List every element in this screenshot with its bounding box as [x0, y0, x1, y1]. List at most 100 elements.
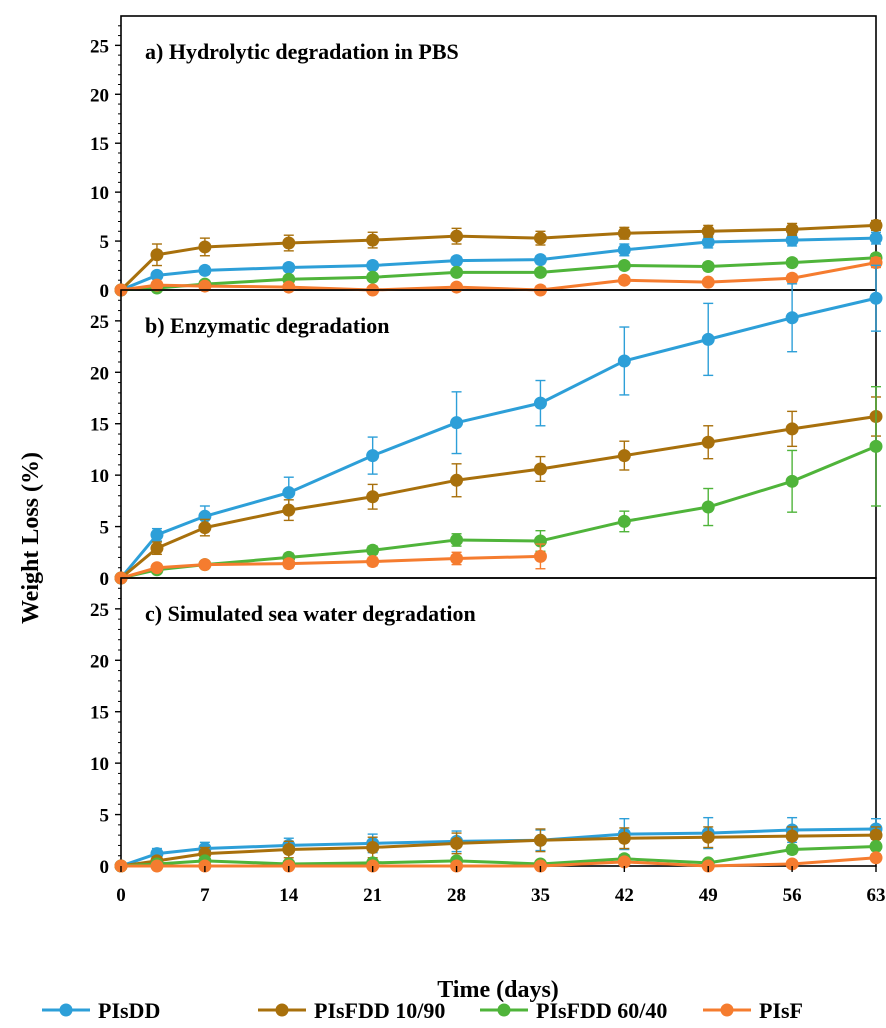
data-point	[617, 243, 631, 257]
x-axis: 0 7 14 21 28 35 42 49 56 63	[116, 866, 886, 906]
series-line	[119, 296, 877, 579]
x-tick-label: 63	[867, 885, 886, 906]
data-point	[150, 561, 164, 575]
legend-marker	[497, 1003, 511, 1017]
data-point	[701, 275, 715, 289]
panel-title: a) Hydrolytic degradation in PBS	[145, 39, 459, 64]
data-point	[282, 843, 296, 857]
y-tick-label: 25	[90, 600, 109, 621]
data-point	[785, 422, 799, 436]
data-point	[617, 273, 631, 287]
data-point	[869, 439, 883, 453]
series-pisfdd-60-40	[114, 839, 883, 873]
data-point	[617, 226, 631, 240]
data-point	[785, 222, 799, 236]
data-point	[701, 235, 715, 249]
data-point	[150, 248, 164, 262]
data-point	[198, 558, 212, 572]
y-tick-label: 0	[100, 857, 110, 878]
data-point	[533, 833, 547, 847]
legend-item: PIsFDD 60/40	[480, 998, 667, 1023]
data-point	[450, 280, 464, 294]
data-point	[366, 449, 380, 463]
data-point	[533, 549, 547, 563]
data-point	[366, 259, 380, 273]
x-axis-title: Time (days)	[437, 977, 559, 1003]
data-point	[617, 259, 631, 273]
series-pisf	[114, 543, 547, 585]
data-point	[701, 260, 715, 274]
legend-item: PIsDD	[42, 998, 160, 1023]
panel-3: c) Simulated sea water degradation 0 5 10 15…	[90, 577, 883, 878]
legend-item: PIsF	[703, 998, 803, 1023]
y-tick-label: 25	[90, 312, 109, 333]
data-point	[450, 836, 464, 850]
data-point	[282, 280, 296, 294]
data-point	[450, 551, 464, 565]
y-tick-label: 20	[90, 651, 109, 672]
x-tick-label: 35	[531, 885, 550, 906]
legend-label: PIsFDD 10/90	[314, 998, 445, 1023]
data-point	[450, 265, 464, 279]
data-point	[198, 263, 212, 277]
data-point	[366, 543, 380, 557]
data-point	[533, 253, 547, 267]
y-tick-label: 10	[90, 183, 109, 204]
data-point	[533, 265, 547, 279]
data-point	[701, 332, 715, 346]
data-point	[533, 462, 547, 476]
series-pisdd	[114, 264, 883, 585]
y-tick-label: 5	[100, 806, 110, 827]
y-tick-label: 25	[90, 36, 109, 57]
chart-legend: PIsDD PIsFDD 10/90 PIsFDD 60/40 PIsF	[42, 998, 803, 1023]
data-point	[869, 851, 883, 865]
data-point	[701, 830, 715, 844]
data-point	[150, 528, 164, 542]
legend-label: PIsDD	[98, 998, 160, 1023]
data-point	[282, 557, 296, 571]
data-point	[366, 270, 380, 284]
panel-title: c) Simulated sea water degradation	[145, 601, 476, 626]
data-point	[282, 236, 296, 250]
x-tick-label: 49	[699, 885, 718, 906]
data-point	[701, 500, 715, 514]
data-point	[366, 233, 380, 247]
data-point	[450, 533, 464, 547]
y-tick-label: 0	[100, 569, 110, 590]
series-line	[120, 415, 877, 580]
series-pisfdd-60-40	[114, 385, 883, 585]
data-point	[785, 256, 799, 270]
x-tick-label: 0	[116, 885, 126, 906]
y-tick-label: 5	[100, 518, 110, 539]
data-point	[450, 229, 464, 243]
data-point	[198, 240, 212, 254]
data-point	[869, 828, 883, 842]
data-point	[150, 541, 164, 555]
x-tick-label: 21	[363, 885, 382, 906]
panel-2: b) Enzymatic degradation 0 5 10 15 20 25	[90, 264, 883, 590]
y-tick-label: 10	[90, 754, 109, 775]
data-point	[450, 416, 464, 430]
data-point	[869, 839, 883, 853]
data-point	[617, 449, 631, 463]
legend-marker	[275, 1003, 289, 1017]
legend-label: PIsF	[759, 998, 803, 1023]
data-point	[785, 857, 799, 871]
series-pisdd	[114, 231, 883, 297]
data-point	[701, 224, 715, 238]
data-point	[785, 843, 799, 857]
legend-marker	[59, 1003, 73, 1017]
chart-panels: a) Hydrolytic degradation in PBS 0 5 10 15 20…	[90, 15, 886, 906]
legend-label: PIsFDD 60/40	[536, 998, 667, 1023]
y-tick-label: 20	[90, 363, 109, 384]
legend-item: PIsFDD 10/90	[258, 998, 445, 1023]
y-tick-label: 10	[90, 466, 109, 487]
data-point	[617, 354, 631, 368]
data-point	[150, 268, 164, 282]
data-point	[450, 254, 464, 268]
data-point	[366, 555, 380, 569]
data-point	[198, 521, 212, 535]
x-tick-label: 7	[200, 885, 210, 906]
data-point	[785, 829, 799, 843]
